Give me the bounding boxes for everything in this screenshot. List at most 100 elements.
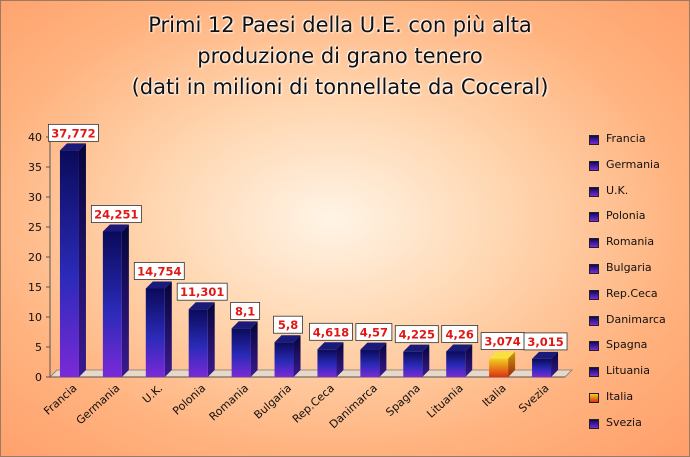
x-tick-label: Bulgaria	[251, 382, 294, 422]
legend-label: U.K.	[606, 183, 629, 197]
bar-front	[489, 358, 509, 377]
y-tick-label: 30	[28, 191, 42, 204]
y-tick-label: 40	[28, 131, 42, 144]
data-label: 14,754	[133, 262, 185, 280]
data-label-text: 8,1	[235, 304, 255, 318]
bar-bulgaria	[274, 335, 301, 377]
legend-label: Italia	[606, 389, 634, 403]
bar-side	[508, 351, 516, 377]
data-label-text: 37,772	[51, 126, 95, 140]
bar-top	[59, 143, 86, 151]
y-tick-label: 35	[28, 161, 42, 174]
bar-top	[188, 302, 215, 310]
data-label-box	[176, 282, 228, 301]
data-label: 37,772	[48, 123, 99, 142]
bar-top	[317, 342, 344, 350]
bar-front	[317, 349, 337, 377]
legend-item-spagna: Spagna	[586, 332, 686, 358]
legend-item-polonia: Polonia	[586, 203, 686, 229]
y-tick-label: 15	[28, 281, 42, 294]
legend-swatch	[589, 315, 599, 326]
data-label: 8,1	[230, 301, 261, 320]
bar-italia	[489, 351, 516, 377]
data-label-text: 14,754	[137, 264, 181, 278]
bar-side	[422, 344, 430, 377]
bar-rep-ceca	[317, 342, 344, 377]
bar-top	[145, 281, 172, 289]
legend-swatch	[589, 289, 599, 300]
bar-side	[293, 335, 301, 377]
bar-side	[465, 344, 473, 377]
legend-item-u-k-: U.K.	[586, 178, 686, 204]
x-tick-label: U.K.	[140, 382, 165, 407]
bar-side	[250, 321, 258, 377]
data-label: 4,57	[355, 323, 393, 341]
bar-top	[403, 344, 430, 352]
legend-swatch	[589, 186, 599, 197]
x-tick-label: Italia	[480, 382, 509, 410]
data-label: 4,225	[394, 325, 439, 344]
bar-germania	[102, 224, 129, 377]
bar-front	[403, 351, 423, 377]
bar-front	[231, 328, 251, 377]
legend-label: Danimarca	[606, 312, 666, 326]
legend-item-italia: Italia	[586, 384, 686, 410]
x-tick-label: Spagna	[383, 382, 422, 419]
bar-francia	[59, 143, 86, 377]
data-label-box	[394, 325, 439, 344]
bars	[59, 143, 559, 377]
data-label-box	[355, 323, 393, 341]
chart-title-line-3: (dati in milioni di tonnellate da Cocera…	[131, 75, 549, 99]
legend-item-lituania: Lituania	[586, 358, 686, 384]
bar-side	[379, 342, 387, 377]
data-label-text: 11,301	[180, 285, 224, 299]
legend-swatch	[589, 392, 599, 403]
legend-swatch	[589, 135, 599, 145]
chart-title: Primi 12 Paesi della U.E. con più alta p…	[60, 10, 620, 103]
y-tick-label: 10	[28, 311, 42, 324]
x-tick-label: Svezia	[516, 382, 551, 416]
bar-front	[360, 349, 380, 377]
legend-label: Rep.Ceca	[606, 286, 658, 300]
bar-top	[532, 351, 559, 359]
legend-swatch	[589, 418, 599, 429]
x-tick-label: Francia	[41, 382, 79, 418]
legend-label: Lituania	[606, 364, 650, 378]
bar-front	[188, 309, 208, 377]
data-label-text: 3,074	[484, 335, 520, 349]
legend-label: Francia	[606, 132, 646, 145]
bar-lituania	[446, 344, 473, 377]
data-label-text: 5,8	[278, 318, 298, 332]
data-label-box	[230, 301, 261, 320]
data-labels: 37,772 24,251 14,754 11,301 8,1 5,8 4,618 4,57 4…	[48, 123, 568, 351]
bar-front	[274, 342, 294, 377]
bar-top	[360, 342, 387, 350]
data-label: 4,26	[441, 325, 479, 343]
data-label: 5,8	[273, 315, 303, 334]
x-tick-label: Germania	[74, 382, 123, 428]
data-label: 24,251	[90, 205, 142, 223]
bar-spagna	[403, 344, 430, 377]
legend-label: Bulgaria	[606, 260, 652, 274]
bar-u-k-	[145, 281, 172, 377]
data-label: 4,618	[309, 322, 353, 341]
chart-title-line-2: produzione di grano tenero	[197, 44, 483, 68]
y-tick-label: 25	[28, 221, 42, 234]
legend-swatch	[589, 341, 599, 352]
data-label-text: 4,26	[446, 327, 474, 341]
data-label-text: 4,618	[313, 325, 349, 339]
bar-top	[489, 351, 516, 359]
bar-front	[145, 288, 165, 377]
bar-side	[551, 351, 559, 377]
legend-swatch	[589, 212, 599, 223]
y-tick-label: 20	[28, 251, 42, 264]
data-label-box	[273, 315, 303, 334]
legend-swatch	[589, 263, 599, 274]
data-label-text: 4,225	[399, 328, 435, 342]
y-tick-label: 5	[35, 341, 42, 354]
legend-item-bulgaria: Bulgaria	[586, 255, 686, 281]
data-label: 3,015	[523, 332, 568, 351]
data-label-box	[309, 322, 353, 341]
legend-label: Spagna	[606, 338, 648, 352]
bar-side	[121, 224, 129, 377]
